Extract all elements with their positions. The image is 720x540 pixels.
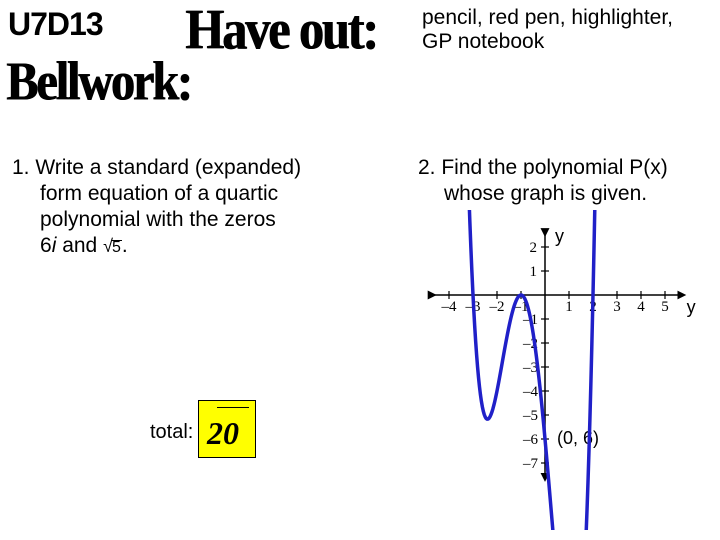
q1-period: . — [122, 234, 128, 257]
graph-svg: –4–3–2–11234512–1–2–3–4–5–6–7yy(0, 6) — [390, 210, 710, 530]
q2-line1: 2. Find the polynomial P(x) — [418, 155, 708, 181]
q1-line3: polynomial with the zeros — [12, 207, 352, 233]
sqrt-icon: √5 — [103, 233, 122, 259]
graph-container: –4–3–2–11234512–1–2–3–4–5–6–7yy(0, 6) — [390, 210, 710, 530]
score-line — [217, 407, 249, 408]
q1-line4: 6i and √5. — [12, 233, 352, 259]
svg-text:–6: –6 — [522, 432, 539, 448]
svg-text:(0, 6): (0, 6) — [557, 428, 599, 448]
svg-text:–7: –7 — [522, 456, 539, 472]
materials-line2: GP notebook — [422, 30, 673, 54]
total-label: total: — [150, 421, 193, 444]
svg-text:–4: –4 — [441, 299, 458, 315]
q1-line2: form equation of a quartic — [12, 181, 352, 207]
haveout-heading: Have out: — [185, 0, 377, 62]
svg-text:y: y — [687, 297, 696, 317]
svg-text:1: 1 — [530, 264, 538, 280]
unit-label: U7D13 — [8, 6, 103, 43]
svg-text:4: 4 — [637, 299, 645, 315]
score-number: 20 — [207, 415, 239, 452]
svg-text:2: 2 — [530, 240, 538, 256]
materials-list: pencil, red pen, highlighter, GP noteboo… — [422, 6, 673, 54]
score-box: 20 — [198, 400, 256, 458]
question-2: 2. Find the polynomial P(x) whose graph … — [418, 155, 708, 207]
svg-text:1: 1 — [565, 299, 573, 315]
materials-line1: pencil, red pen, highlighter, — [422, 6, 673, 30]
svg-text:y: y — [555, 226, 564, 246]
q1-and: and — [56, 234, 103, 257]
svg-text:5: 5 — [661, 299, 669, 315]
q1-line1: 1. Write a standard (expanded) — [12, 155, 352, 181]
total-box: total: 20 — [150, 400, 280, 460]
bellwork-heading: Bellwork: — [6, 50, 191, 113]
svg-text:3: 3 — [613, 299, 621, 315]
svg-text:–2: –2 — [489, 299, 505, 315]
svg-text:–5: –5 — [522, 408, 538, 424]
q2-line2: whose graph is given. — [418, 181, 708, 207]
svg-text:–4: –4 — [522, 384, 539, 400]
q1-six: 6 — [40, 234, 52, 257]
q1-sqrt-val: 5 — [111, 240, 122, 255]
question-1: 1. Write a standard (expanded) form equa… — [12, 155, 352, 259]
